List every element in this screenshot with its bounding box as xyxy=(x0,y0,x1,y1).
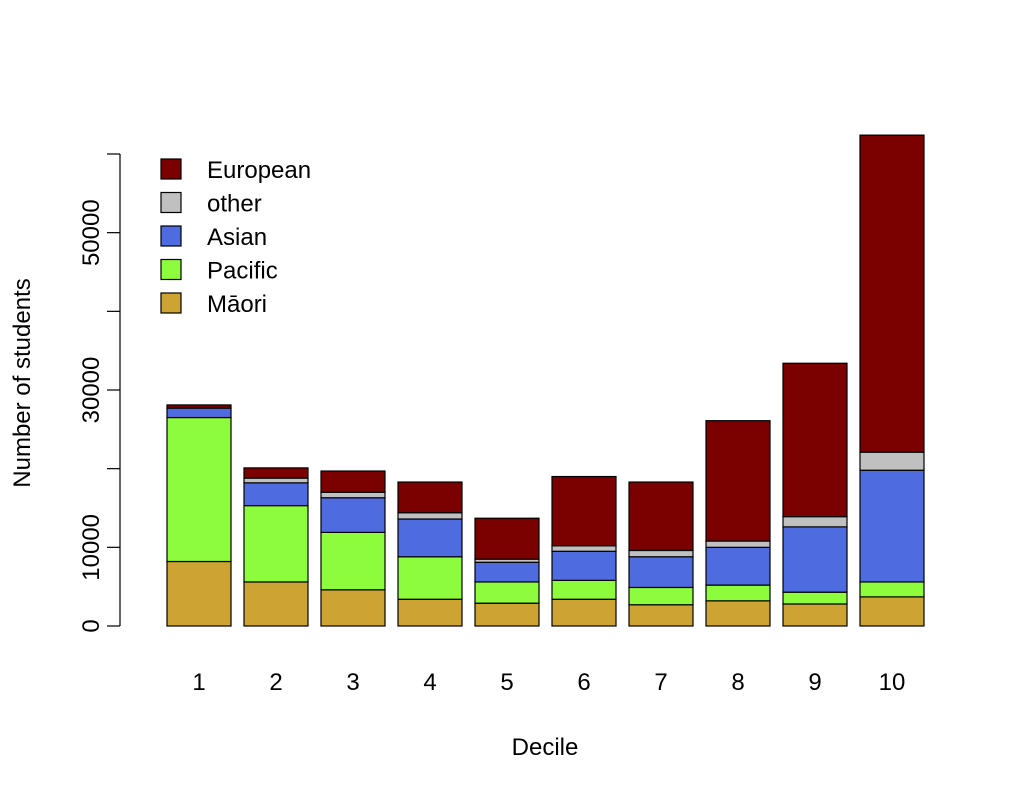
legend-label: Māori xyxy=(207,291,267,318)
x-tick-label: 3 xyxy=(346,669,359,696)
bar-segment-asian-decile-2 xyxy=(243,482,309,507)
bar-segment-pacific-decile-4 xyxy=(397,556,463,600)
x-tick-label: 9 xyxy=(808,669,821,696)
x-tick-label: 4 xyxy=(423,669,436,696)
bar-segment-pacific-decile-5 xyxy=(474,581,540,604)
bar-segment-pacific-decile-7 xyxy=(628,586,694,606)
legend-swatch xyxy=(160,191,182,214)
bar-segment-european-decile-10 xyxy=(859,134,925,453)
bar-segment-asian-decile-3 xyxy=(320,497,386,533)
y-tick-label: 0 xyxy=(78,619,105,632)
y-tick-label: 50000 xyxy=(78,199,105,266)
bar-segment-mori-decile-4 xyxy=(397,598,463,627)
bar-segment-mori-decile-9 xyxy=(782,603,848,627)
bar-segment-mori-decile-1 xyxy=(166,560,232,627)
bar-segment-european-decile-8 xyxy=(705,420,771,542)
bar-segment-mori-decile-5 xyxy=(474,602,540,627)
legend-label: Asian xyxy=(207,224,267,251)
bar-segment-other-decile-4 xyxy=(397,512,463,520)
legend-swatch xyxy=(160,225,182,247)
bar-segment-asian-decile-10 xyxy=(859,469,925,583)
y-tick-label: 10000 xyxy=(78,514,105,581)
bar-segment-asian-decile-7 xyxy=(628,556,694,589)
bar-segment-asian-decile-4 xyxy=(397,518,463,558)
bars-group xyxy=(166,134,925,627)
bar-segment-pacific-decile-10 xyxy=(859,581,925,598)
bar-segment-mori-decile-2 xyxy=(243,581,309,627)
bar-segment-european-decile-3 xyxy=(320,470,386,493)
legend: European other Asian Pacific Māori xyxy=(160,157,311,318)
bar-segment-european-decile-5 xyxy=(474,517,540,560)
x-axis-title: Decile xyxy=(512,734,579,761)
bar-segment-european-decile-7 xyxy=(628,481,694,552)
bar-segment-other-decile-8 xyxy=(705,540,771,548)
legend-swatch xyxy=(160,292,182,314)
bar-segment-pacific-decile-6 xyxy=(551,579,617,600)
bar-segment-european-decile-9 xyxy=(782,362,848,518)
bar-segment-pacific-decile-3 xyxy=(320,531,386,591)
bar-segment-european-decile-2 xyxy=(243,467,309,479)
bar-segment-asian-decile-9 xyxy=(782,526,848,593)
y-axis: 0 10000 30000 50000 xyxy=(78,153,121,633)
bar-segment-asian-decile-5 xyxy=(474,561,540,583)
bar-segment-other-decile-2 xyxy=(243,477,309,484)
bar-segment-mori-decile-8 xyxy=(705,600,771,627)
bar-segment-other-decile-10 xyxy=(859,451,925,471)
legend-label: Pacific xyxy=(207,258,278,285)
y-axis-title: Number of students xyxy=(9,278,36,487)
legend-swatch xyxy=(160,158,182,180)
bar-segment-other-decile-7 xyxy=(628,549,694,558)
bar-segment-mori-decile-6 xyxy=(551,598,617,627)
bar-segment-european-decile-4 xyxy=(397,481,463,514)
bar-segment-mori-decile-3 xyxy=(320,589,386,627)
bar-segment-mori-decile-10 xyxy=(859,596,925,627)
bar-segment-pacific-decile-1 xyxy=(166,416,232,563)
bar-segment-asian-decile-8 xyxy=(705,546,771,586)
legend-swatch xyxy=(160,258,182,281)
x-tick-label: 5 xyxy=(500,669,513,696)
bar-segment-asian-decile-6 xyxy=(551,550,617,581)
legend-label: European xyxy=(207,157,311,184)
bar-segment-other-decile-3 xyxy=(320,491,386,499)
bar-segment-other-decile-6 xyxy=(551,545,617,552)
x-tick-label: 7 xyxy=(654,669,667,696)
bar-segment-other-decile-9 xyxy=(782,516,848,528)
y-tick-label: 30000 xyxy=(78,357,105,424)
x-tick-label: 1 xyxy=(192,669,205,696)
bar-segment-mori-decile-7 xyxy=(628,604,694,627)
x-tick-label: 2 xyxy=(269,669,282,696)
bar-segment-pacific-decile-8 xyxy=(705,584,771,602)
bar-segment-european-decile-6 xyxy=(551,475,617,547)
x-tick-label: 6 xyxy=(577,669,590,696)
legend-label: other xyxy=(207,191,262,218)
bar-segment-asian-decile-1 xyxy=(166,407,232,419)
bar-segment-pacific-decile-2 xyxy=(243,505,309,583)
bar-segment-european-decile-1 xyxy=(166,404,232,409)
x-tick-label: 8 xyxy=(731,669,744,696)
bar-segment-pacific-decile-9 xyxy=(782,591,848,605)
x-tick-label: 10 xyxy=(879,669,906,696)
x-tick-labels: 1 2 3 4 5 6 7 8 9 10 xyxy=(192,669,905,696)
